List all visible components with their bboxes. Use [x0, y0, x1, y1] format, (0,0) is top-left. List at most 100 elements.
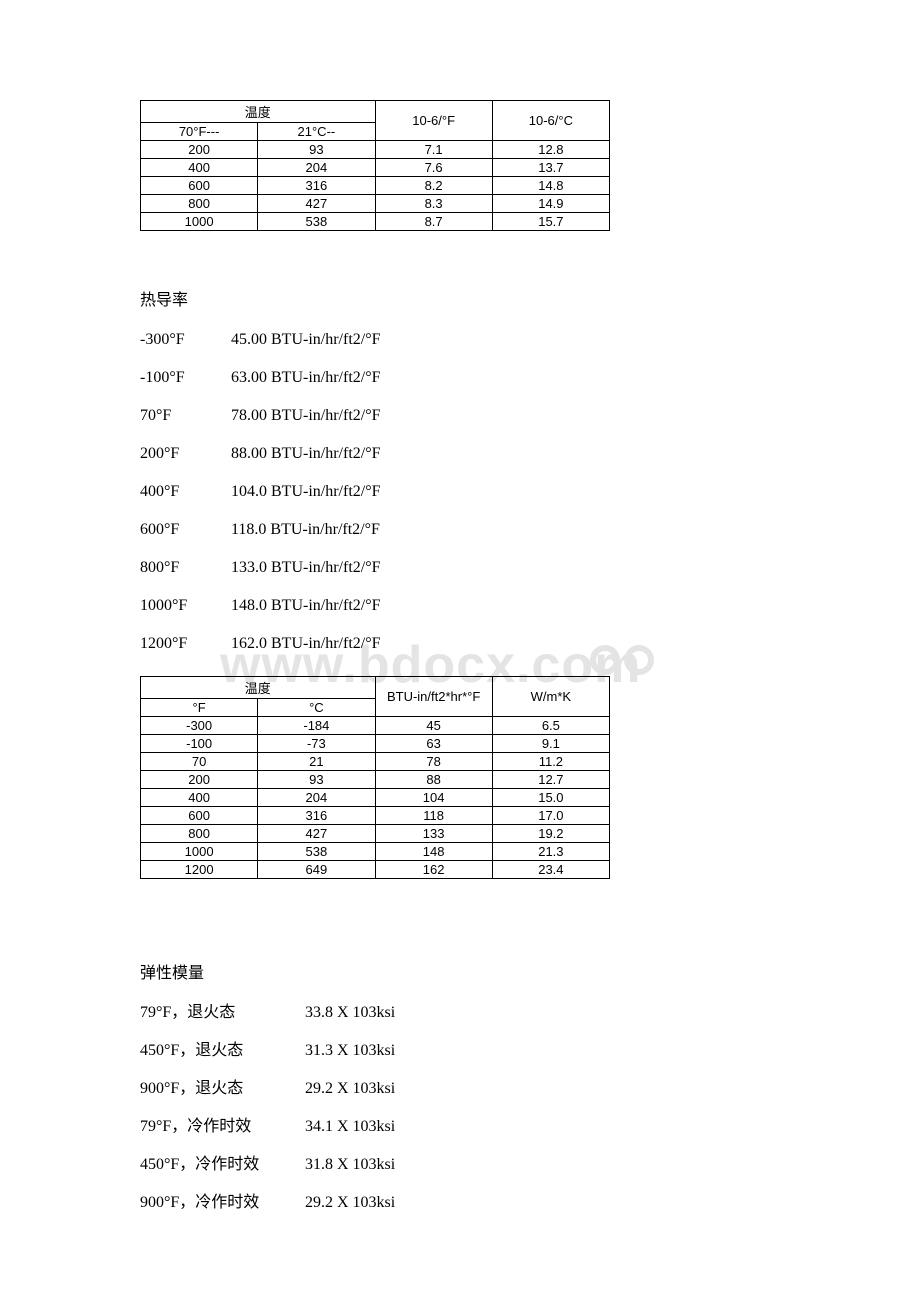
header-f: 70°F--- [141, 123, 258, 141]
thermal-value: 133.0 BTU-in/hr/ft2/°F [231, 556, 381, 580]
cell: 70 [141, 753, 258, 771]
thermal-row: 200°F88.00 BTU-in/hr/ft2/°F [140, 442, 760, 466]
cell: 8.3 [375, 195, 492, 213]
modulus-row: 450°F，冷作时效31.8 X 103ksi [140, 1153, 760, 1177]
thermal-value: 162.0 BTU-in/hr/ft2/°F [231, 632, 381, 656]
cell: 11.2 [492, 753, 609, 771]
thermal-temp: -300°F [140, 328, 231, 352]
cell: 1000 [141, 843, 258, 861]
cell: 63 [375, 735, 492, 753]
modulus-condition: 79°F，冷作时效 [140, 1115, 305, 1139]
modulus-value: 33.8 X 103ksi [305, 1001, 395, 1025]
cell: 600 [141, 177, 258, 195]
elastic-modulus-heading: 弹性模量 [140, 959, 760, 983]
table-row: 200938812.7 [141, 771, 610, 789]
thermal-row: 800°F133.0 BTU-in/hr/ft2/°F [140, 556, 760, 580]
cell: 200 [141, 771, 258, 789]
table-row: 80042713319.2 [141, 825, 610, 843]
thermal-row: -300°F45.00 BTU-in/hr/ft2/°F [140, 328, 760, 352]
header-wmk: W/m*K [492, 677, 609, 717]
cell: 23.4 [492, 861, 609, 879]
modulus-row: 79°F，退火态33.8 X 103ksi [140, 1001, 760, 1025]
thermal-value: 88.00 BTU-in/hr/ft2/°F [231, 442, 381, 466]
table-row: 100053814821.3 [141, 843, 610, 861]
thermal-temp: 600°F [140, 518, 231, 542]
modulus-condition: 450°F，冷作时效 [140, 1153, 305, 1177]
cell: 12.7 [492, 771, 609, 789]
thermal-temp: 1200°F [140, 632, 231, 656]
table-row: 40020410415.0 [141, 789, 610, 807]
header-106f: 10-6/°F [375, 101, 492, 141]
cell: 200 [141, 141, 258, 159]
cell: 14.8 [492, 177, 609, 195]
table-row: 60031611817.0 [141, 807, 610, 825]
table-header-row: 温度 10-6/°F 10-6/°C [141, 101, 610, 123]
cell: 1200 [141, 861, 258, 879]
thermal-value: 118.0 BTU-in/hr/ft2/°F [231, 518, 380, 542]
cell: 316 [258, 177, 375, 195]
cell: 14.9 [492, 195, 609, 213]
table-row: 70217811.2 [141, 753, 610, 771]
cell: -300 [141, 717, 258, 735]
cell: 1000 [141, 213, 258, 231]
modulus-value: 31.3 X 103ksi [305, 1039, 395, 1063]
cell: 427 [258, 195, 375, 213]
cell: 204 [258, 159, 375, 177]
thermal-temp: 1000°F [140, 594, 231, 618]
cell: -184 [258, 717, 375, 735]
table-row: 120064916223.4 [141, 861, 610, 879]
modulus-value: 31.8 X 103ksi [305, 1153, 395, 1177]
header-106c: 10-6/°C [492, 101, 609, 141]
modulus-row: 79°F，冷作时效34.1 X 103ksi [140, 1115, 760, 1139]
thermal-temp: 200°F [140, 442, 231, 466]
cell: 93 [258, 771, 375, 789]
table-header-row: 温度 BTU-in/ft2*hr*°F W/m*K [141, 677, 610, 699]
modulus-condition: 900°F，冷作时效 [140, 1191, 305, 1215]
header-temp: 温度 [141, 677, 376, 699]
cell: 400 [141, 159, 258, 177]
cell: 104 [375, 789, 492, 807]
modulus-condition: 900°F，退火态 [140, 1077, 305, 1101]
cell: 7.1 [375, 141, 492, 159]
header-btu: BTU-in/ft2*hr*°F [375, 677, 492, 717]
cell: 427 [258, 825, 375, 843]
modulus-condition: 79°F，退火态 [140, 1001, 305, 1025]
thermal-row: 1200°F162.0 BTU-in/hr/ft2/°F [140, 632, 760, 656]
cell: -73 [258, 735, 375, 753]
cell: 538 [258, 843, 375, 861]
thermal-row: -100°F63.00 BTU-in/hr/ft2/°F [140, 366, 760, 390]
thermal-value: 45.00 BTU-in/hr/ft2/°F [231, 328, 381, 352]
cell: 538 [258, 213, 375, 231]
thermal-conductivity-heading: 热导率 [140, 286, 760, 310]
modulus-condition: 450°F，退火态 [140, 1039, 305, 1063]
cell: 15.0 [492, 789, 609, 807]
header-temp: 温度 [141, 101, 376, 123]
thermal-value: 104.0 BTU-in/hr/ft2/°F [231, 480, 381, 504]
modulus-row: 900°F，冷作时效29.2 X 103ksi [140, 1191, 760, 1215]
table-row: 4002047.613.7 [141, 159, 610, 177]
cell: 162 [375, 861, 492, 879]
table-row: 200937.112.8 [141, 141, 610, 159]
table-row: 6003168.214.8 [141, 177, 610, 195]
cell: 19.2 [492, 825, 609, 843]
cell: 133 [375, 825, 492, 843]
cell: 88 [375, 771, 492, 789]
modulus-row: 450°F，退火态31.3 X 103ksi [140, 1039, 760, 1063]
cell: 118 [375, 807, 492, 825]
cell: 7.6 [375, 159, 492, 177]
thermal-temp: 800°F [140, 556, 231, 580]
cell: 15.7 [492, 213, 609, 231]
thermal-temp: -100°F [140, 366, 231, 390]
table-row: -300-184456.5 [141, 717, 610, 735]
cell: 9.1 [492, 735, 609, 753]
cell: 800 [141, 195, 258, 213]
header-c: °C [258, 699, 375, 717]
modulus-row: 900°F，退火态29.2 X 103ksi [140, 1077, 760, 1101]
thermal-value: 148.0 BTU-in/hr/ft2/°F [231, 594, 381, 618]
thermal-value: 63.00 BTU-in/hr/ft2/°F [231, 366, 381, 390]
header-f: °F [141, 699, 258, 717]
thermal-temp: 400°F [140, 480, 231, 504]
cell: 13.7 [492, 159, 609, 177]
cell: 600 [141, 807, 258, 825]
thermal-row: 400°F104.0 BTU-in/hr/ft2/°F [140, 480, 760, 504]
